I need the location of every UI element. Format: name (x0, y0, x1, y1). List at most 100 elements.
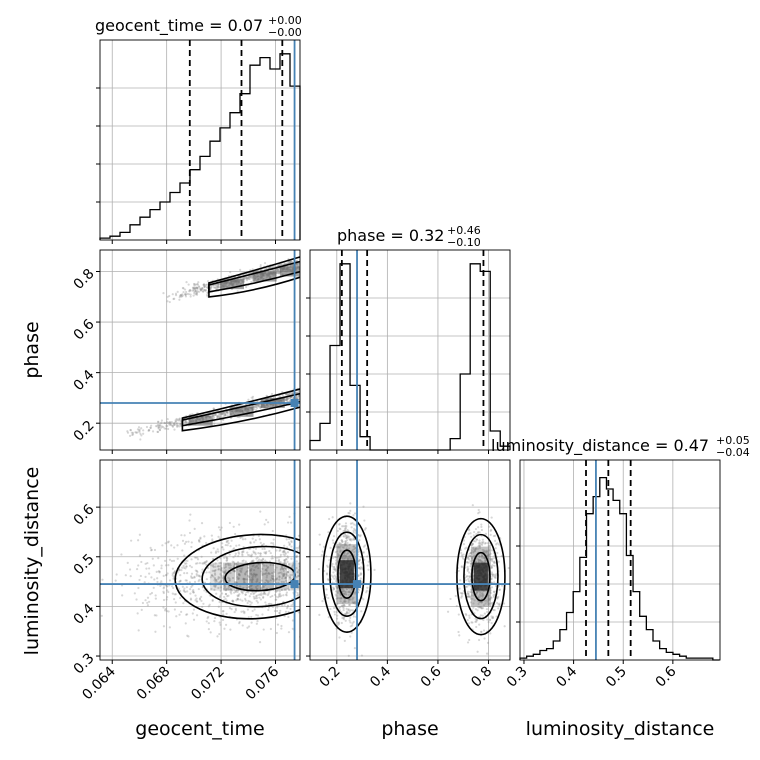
sample-point (295, 263, 299, 266)
sample-point (197, 285, 200, 288)
sample-point (173, 297, 176, 300)
sample-point (183, 587, 186, 590)
sample-point (194, 288, 197, 291)
sample-point (272, 575, 275, 578)
sample-point (295, 555, 298, 558)
sample-point (267, 571, 270, 575)
sample-point (467, 622, 471, 625)
sample-point (205, 559, 208, 563)
sample-point (276, 623, 280, 626)
sample-point (491, 616, 495, 620)
title-geocent-time-sub: −0.00 (268, 26, 302, 39)
tick-label-x-luminosity_distance: 0.5 (603, 664, 630, 691)
sample-point (166, 595, 169, 599)
sample-point (345, 555, 348, 559)
sample-point (349, 554, 352, 557)
sample-point (337, 545, 340, 548)
sample-point (234, 552, 237, 555)
sample-point (194, 562, 198, 565)
sample-point (231, 576, 235, 580)
sample-point (225, 562, 228, 565)
sample-point (493, 560, 496, 563)
sample-point (470, 535, 473, 538)
sample-point (349, 598, 352, 601)
sample-point (286, 587, 289, 590)
sample-point (360, 581, 363, 584)
sample-point (256, 614, 260, 617)
title-phase-sub: −0.10 (447, 236, 481, 249)
sample-point (272, 538, 275, 541)
sample-point (178, 580, 181, 583)
sample-point (342, 525, 345, 528)
sample-point (318, 557, 320, 559)
sample-point (216, 414, 219, 418)
sample-point (264, 552, 267, 555)
title-geocent-time: geocent_time = 0.07 +0.00 −0.00 (95, 14, 302, 39)
sample-point (258, 404, 261, 407)
sample-point (217, 285, 220, 289)
density-block (210, 562, 223, 591)
sample-point (334, 575, 337, 579)
sample-point (219, 569, 222, 572)
sample-point (242, 276, 245, 280)
sample-point (349, 625, 352, 628)
sample-point (343, 600, 346, 604)
sample-point (262, 595, 265, 599)
sample-point (493, 575, 496, 578)
sample-point (365, 547, 369, 550)
sample-point (275, 631, 278, 635)
sample-point (482, 540, 485, 544)
sample-point (301, 611, 303, 613)
sample-point (267, 566, 270, 569)
sample-point (241, 551, 244, 554)
sample-point (496, 601, 499, 605)
sample-point (262, 557, 265, 560)
sample-point (338, 606, 341, 610)
sample-point (291, 264, 294, 267)
sample-point (281, 567, 285, 571)
sample-point (473, 549, 477, 552)
title-phase-label: phase = 0.32 (337, 226, 444, 245)
sample-point (242, 581, 246, 584)
sample-point (250, 615, 253, 619)
sample-point (489, 592, 492, 595)
sample-point (244, 593, 247, 596)
sample-point (216, 415, 219, 418)
sample-point (473, 530, 476, 534)
sample-point (173, 598, 176, 601)
sample-point (226, 414, 229, 417)
sample-point (225, 410, 228, 414)
sample-point (359, 534, 362, 537)
sample-point (270, 541, 273, 545)
sample-point (165, 574, 168, 577)
sample-point (312, 585, 314, 587)
sample-point (256, 404, 259, 407)
sample-point (352, 601, 355, 604)
sample-point (482, 618, 485, 622)
sample-point (226, 411, 229, 414)
sample-point (230, 589, 233, 592)
sample-point (189, 288, 192, 292)
sample-point (351, 622, 354, 625)
sample-point (263, 590, 266, 593)
sample-point (171, 585, 174, 588)
sample-point (179, 294, 182, 297)
sample-point (301, 583, 303, 585)
sample-point (351, 624, 354, 627)
sample-point (223, 570, 226, 574)
sample-point (281, 604, 284, 607)
sample-point (478, 541, 482, 544)
sample-point (259, 559, 263, 562)
sample-point (243, 276, 246, 279)
sample-point (146, 561, 149, 565)
sample-point (466, 575, 469, 578)
sample-point (184, 559, 187, 562)
sample-point (477, 558, 480, 562)
sample-point (227, 576, 230, 579)
sample-point (192, 608, 196, 611)
sample-point (236, 590, 239, 593)
sample-point (347, 598, 350, 601)
sample-point (286, 584, 289, 588)
sample-point (290, 540, 293, 543)
sample-point (226, 587, 229, 590)
